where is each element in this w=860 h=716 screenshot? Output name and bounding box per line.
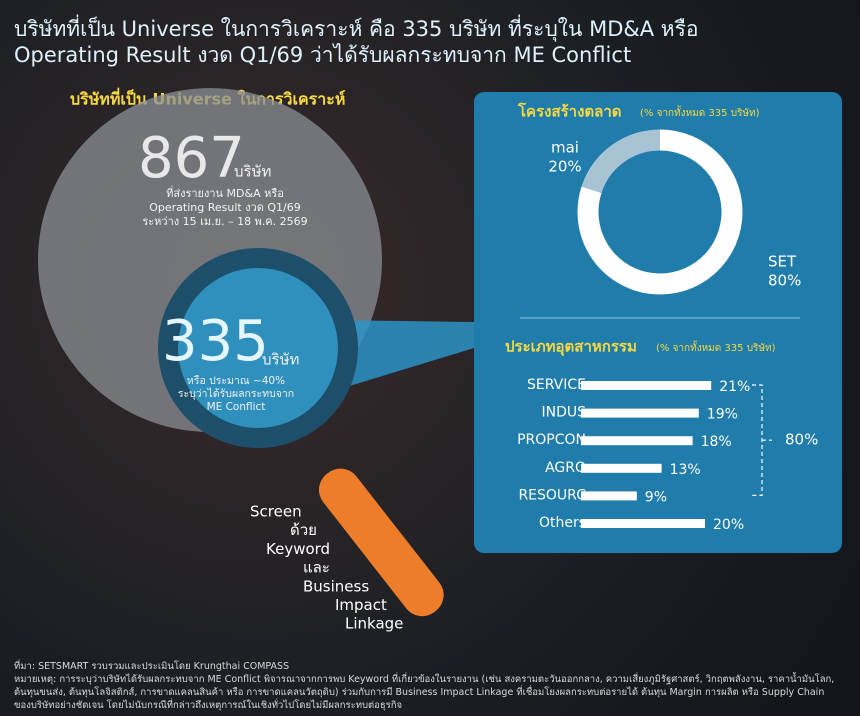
value-label: 80% <box>768 272 801 290</box>
bar <box>581 436 693 446</box>
screen-line: Screen <box>250 503 302 521</box>
chart-subtitle: (% จากทั้งหมด 335 บริษัท) <box>640 105 760 119</box>
bar <box>581 491 637 501</box>
bar <box>581 463 662 473</box>
value-label: 18% <box>701 434 732 450</box>
beam <box>320 320 474 395</box>
lens <box>178 268 338 428</box>
panel <box>474 92 842 553</box>
title-line: Operating Result งวด Q1/69 ว่าได้รับผลกร… <box>14 43 631 67</box>
magnifier-handle <box>318 468 444 617</box>
legend-label: mai <box>551 139 579 157</box>
chart-title: โครงสร้างตลาด <box>517 102 622 121</box>
bar <box>581 408 699 418</box>
value-label: 9% <box>645 489 667 505</box>
donut-segment <box>577 129 743 295</box>
screen-line: Business <box>303 577 369 595</box>
outer-line: Operating Result งวด Q1/69 <box>149 201 301 214</box>
category-label: PROPCON <box>517 432 586 448</box>
value-label: 20% <box>548 158 581 176</box>
category-label: SERVICE <box>527 377 586 393</box>
source: ที่มา: SETSMART รวบรวมและประเมินโดย Krun… <box>14 661 290 672</box>
screen-line: Linkage <box>345 615 403 633</box>
bar <box>581 381 712 390</box>
donut-segment <box>581 129 661 194</box>
value-label: 19% <box>707 407 738 423</box>
inner-line: ME Conflict <box>207 401 266 413</box>
title-line: บริษัทที่เป็น Universe ในการวิเคราะห์ คื… <box>14 14 699 42</box>
bar <box>581 519 705 528</box>
outer-number: 867 <box>138 126 245 191</box>
screen-line: ด้วย <box>290 521 317 539</box>
inner-line: หรือ ประมาณ ~40% <box>187 374 285 387</box>
chart-title: ประเภทอุตสาหกรรม <box>505 338 637 357</box>
screen-line: Keyword <box>266 540 330 558</box>
screen-line: Impact <box>335 596 387 614</box>
category-label: RESOURC <box>518 487 586 503</box>
inner-line: ระบุว่าได้รับผลกระทบจาก <box>178 387 294 400</box>
value-label: 13% <box>670 462 701 478</box>
outer-unit: บริษัท <box>234 163 271 181</box>
category-label: Others <box>539 515 586 531</box>
chart-subtitle: (% จากทั้งหมด 335 บริษัท) <box>656 340 776 354</box>
inner-number: 335 <box>162 309 269 374</box>
screen-line: และ <box>303 559 330 577</box>
bracket-label: 80% <box>785 431 818 449</box>
value-label: 21% <box>719 379 750 395</box>
inner-unit: บริษัท <box>262 351 299 369</box>
bracket <box>752 384 772 496</box>
legend-label: SET <box>768 253 797 271</box>
outer-line: ระหว่าง 15 เม.ย. – 18 พ.ค. 2569 <box>142 215 307 228</box>
value-label: 20% <box>713 517 744 533</box>
category-label: AGRO <box>545 460 586 476</box>
category-label: INDUS <box>541 405 586 421</box>
note: หมายเหตุ: การระบุว่าบริษัทได้รับผลกระทบจ… <box>14 674 835 711</box>
outer-line: ที่ส่งรายงาน MD&A หรือ <box>166 185 284 200</box>
